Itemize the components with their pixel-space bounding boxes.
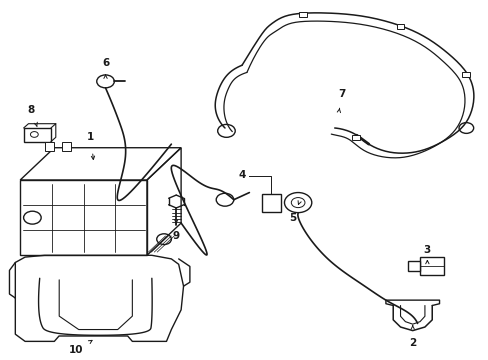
Polygon shape <box>407 261 419 271</box>
Polygon shape <box>261 194 281 212</box>
Text: 7: 7 <box>338 89 345 99</box>
Text: 5: 5 <box>289 213 296 222</box>
Bar <box>44 142 54 151</box>
Circle shape <box>284 193 311 213</box>
Text: 6: 6 <box>102 58 109 68</box>
Bar <box>351 135 359 140</box>
Bar <box>462 72 469 77</box>
Text: 2: 2 <box>408 338 415 348</box>
Text: 8: 8 <box>28 105 35 115</box>
Text: 4: 4 <box>238 170 245 180</box>
Text: 1: 1 <box>87 132 94 142</box>
Text: 3: 3 <box>423 245 430 255</box>
Polygon shape <box>419 257 444 275</box>
Polygon shape <box>23 128 51 141</box>
Text: 10: 10 <box>69 345 83 355</box>
Text: 9: 9 <box>172 231 180 240</box>
Bar <box>299 12 306 17</box>
Bar <box>396 24 404 29</box>
Bar <box>61 142 71 151</box>
